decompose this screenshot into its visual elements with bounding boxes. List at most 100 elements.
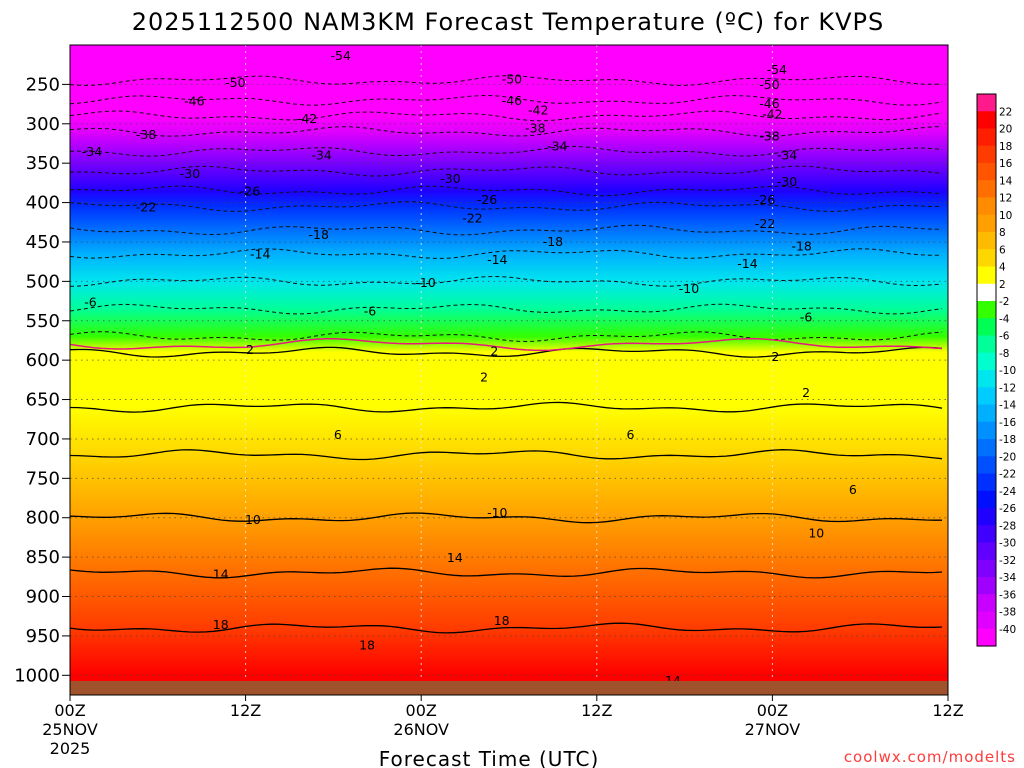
colorbar-swatch <box>977 404 996 423</box>
x-tick-date: 27NOV <box>745 720 801 739</box>
isotherm-line <box>70 75 943 86</box>
isotherm-line <box>70 185 943 197</box>
y-tick-label: 950 <box>26 626 60 647</box>
contour-label: 14 <box>213 566 229 581</box>
colorbar-label: -34 <box>999 572 1016 584</box>
colorbar-label: -28 <box>999 520 1016 532</box>
colorbar-label: -16 <box>999 417 1016 429</box>
x-tick-label: 00Z <box>757 701 788 720</box>
colorbar-label: -30 <box>999 538 1016 550</box>
isotherm-line <box>70 94 943 106</box>
contour-label: -34 <box>311 147 331 162</box>
contour-label: -22 <box>462 210 482 225</box>
isotherm-line <box>70 275 943 287</box>
x-tick-date: 26NOV <box>393 720 449 739</box>
colorbar-swatch <box>977 611 996 630</box>
colorbar-swatch <box>977 577 996 595</box>
contour-label: -50 <box>759 77 779 92</box>
colorbar-label: -40 <box>999 624 1016 636</box>
x-tick-label: 12Z <box>230 701 261 720</box>
colorbar-swatch <box>977 180 996 199</box>
temperature-field <box>70 45 948 695</box>
colorbar-swatch <box>977 628 996 647</box>
y-tick-label: 550 <box>26 311 60 332</box>
isotherm-line <box>70 622 943 634</box>
colorbar-label: -24 <box>999 486 1016 498</box>
x-tick-date: 25NOV <box>42 720 98 739</box>
contour-label: -18 <box>543 234 563 249</box>
grid-layer <box>70 45 948 695</box>
colorbar-swatch <box>977 421 996 440</box>
contour-label: 10 <box>245 512 261 527</box>
plot-border <box>69 44 949 696</box>
colorbar-label: 18 <box>999 141 1012 153</box>
colorbar-swatch <box>977 490 996 509</box>
isotherm-line <box>70 449 943 461</box>
contour-label: -38 <box>525 121 545 136</box>
contour-label: -10 <box>415 275 435 290</box>
isotherm-line <box>70 145 943 157</box>
colorbar-swatch <box>977 370 996 388</box>
contour-label: 18 <box>213 617 229 632</box>
colorbar-swatch <box>977 128 996 147</box>
contour-label: 2 <box>490 343 498 358</box>
colorbar-swatch <box>977 283 996 302</box>
isotherm-line <box>70 110 943 122</box>
y-tick-label: 700 <box>26 429 60 450</box>
contour-label: 18 <box>359 637 375 652</box>
contour-label: -30 <box>777 174 797 189</box>
contour-label: -10 <box>487 505 507 520</box>
contour-label: -10 <box>679 281 699 296</box>
colorbar-label: -22 <box>999 469 1016 481</box>
y-tick-label: 350 <box>26 153 60 174</box>
contour-label: 2 <box>480 369 488 384</box>
y-tick-label: 900 <box>26 587 60 608</box>
colorbar-swatch <box>977 456 996 475</box>
y-tick-label: 250 <box>26 74 60 95</box>
credit-text: coolwx.com/modelts <box>844 748 1016 766</box>
colorbar-swatch <box>977 163 996 181</box>
contour-label: -18 <box>309 227 329 242</box>
colorbar-border <box>976 93 997 647</box>
contour-label: 6 <box>626 427 634 442</box>
chart-title: 2025112500 NAM3KM Forecast Temperature (… <box>132 8 885 36</box>
colorbar-label: -38 <box>999 607 1016 619</box>
colorbar-label: 10 <box>999 210 1012 222</box>
colorbar-swatch <box>977 352 996 371</box>
colorbar-swatch <box>977 473 996 492</box>
y-tick-label: 500 <box>26 271 60 292</box>
contour-label: 10 <box>808 525 824 540</box>
contour-label: -26 <box>477 192 497 207</box>
contour-label: -22 <box>136 199 156 214</box>
contour-label: -30 <box>440 171 460 186</box>
ground-band <box>70 681 948 695</box>
colorbar-swatch <box>977 94 996 112</box>
contour-label: -14 <box>250 247 270 262</box>
colorbar-swatch <box>977 266 996 285</box>
y-tick-label: 800 <box>26 508 60 529</box>
contour-label: -34 <box>777 147 797 162</box>
isotherm-line <box>70 331 943 343</box>
colorbar-swatch <box>977 335 996 354</box>
isotherm-line <box>70 303 943 315</box>
contour-label: -6 <box>84 295 97 310</box>
isotherm-line <box>70 165 943 177</box>
x-tick-year: 2025 <box>50 739 91 758</box>
isotherm-line <box>70 248 943 259</box>
colorbar-label: 14 <box>999 175 1013 187</box>
colorbar-label: -20 <box>999 451 1016 463</box>
y-tick-label: 650 <box>26 390 60 411</box>
colorbar-swatch <box>977 559 996 578</box>
contour-layer: -54-54-50 -50 -50-46 -46 -46-42-42 -42-38 -38-… <box>70 48 943 688</box>
contour-label: -42 <box>297 111 317 126</box>
colorbar-swatch <box>977 232 996 250</box>
colorbar-swatch <box>977 525 996 544</box>
plot-area: -54-54-50 -50 -50-46 -46 -46-42-42 -42-38 -38-… <box>70 45 948 695</box>
contour-label: -18 <box>791 239 811 254</box>
colorbar-swatch <box>977 249 996 268</box>
colorbar-label: -4 <box>999 313 1010 325</box>
colorbar-swatch <box>977 542 996 561</box>
y-axis: 250 300 350 400 450 500 550 600 650 700 750 800 850 9… <box>14 74 70 686</box>
colorbar-swatch <box>977 145 996 164</box>
colorbar-swatch <box>977 594 996 613</box>
